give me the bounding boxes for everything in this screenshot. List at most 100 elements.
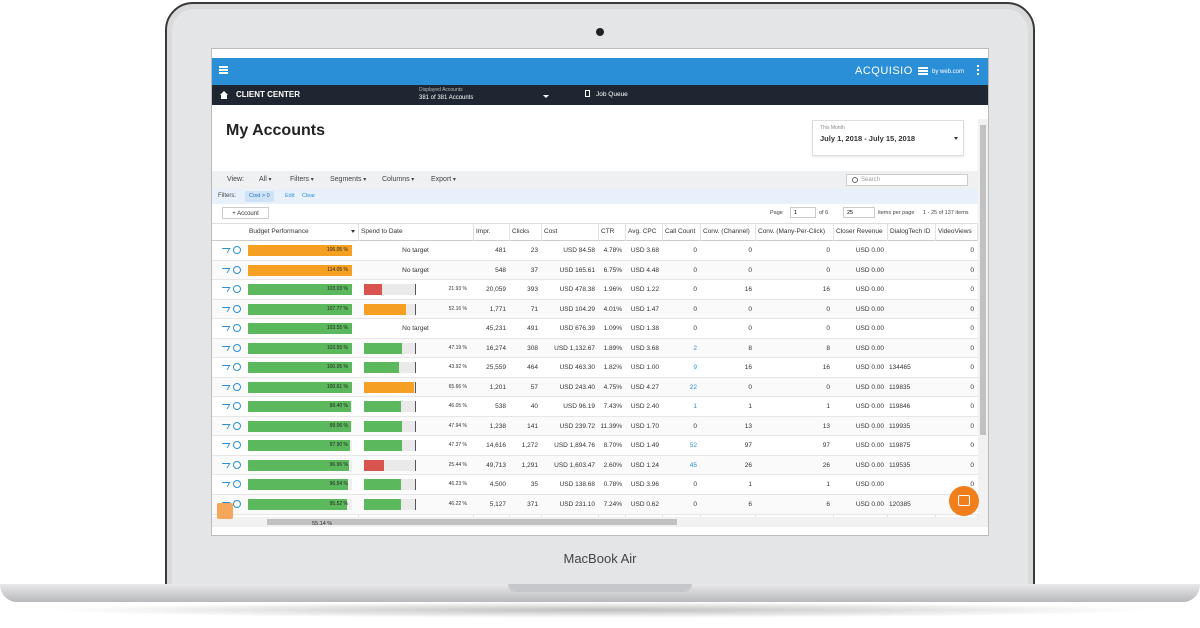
- column-header[interactable]: Impr.: [476, 228, 491, 235]
- budget-bar: [248, 381, 352, 393]
- account-icon[interactable]: [233, 480, 241, 489]
- table-cell: 0: [970, 442, 974, 450]
- toolbar-menu[interactable]: All: [259, 176, 271, 183]
- menu-icon[interactable]: [219, 66, 228, 68]
- toolbar-menu[interactable]: Filters: [290, 176, 314, 183]
- accounts-table: Budget Performance Spend to Date Impr. Clic…: [212, 223, 978, 517]
- toolbar-menu[interactable]: Segments: [330, 176, 366, 183]
- column-header[interactable]: Spend to Date: [361, 228, 403, 235]
- account-icon[interactable]: [233, 304, 241, 313]
- table-cell: 0: [748, 266, 752, 274]
- page-input[interactable]: 1: [790, 207, 816, 218]
- more-icon[interactable]: [977, 65, 979, 67]
- table-cell: 119935: [889, 422, 911, 430]
- table-cell: USD 0.00: [855, 344, 884, 352]
- table-cell: 0: [826, 247, 830, 254]
- chat-icon: [958, 495, 970, 506]
- brand: ACQUISIO: [855, 65, 913, 77]
- budget-bar: [248, 303, 352, 315]
- column-header[interactable]: DialogTech ID: [890, 228, 931, 235]
- table-cell: USD 0.00: [855, 364, 884, 372]
- table-cell: 7.43%: [603, 403, 622, 411]
- account-icon[interactable]: [233, 246, 241, 254]
- job-queue[interactable]: Job Queue: [596, 91, 628, 98]
- table-cell: 0: [826, 383, 830, 391]
- table-row: [212, 319, 978, 339]
- budget-label: 99.06 %: [329, 422, 348, 429]
- budget-label: 103.03 %: [326, 286, 348, 293]
- budget-label: 99.40 %: [329, 403, 348, 410]
- account-icon[interactable]: [233, 343, 241, 352]
- search-box[interactable]: Search: [846, 174, 968, 186]
- account-icon[interactable]: [233, 402, 241, 411]
- laptop-notch: [508, 584, 692, 592]
- table-cell: USD 1,132.67: [554, 344, 595, 352]
- table-cell: 23: [530, 247, 538, 254]
- spend-label: 47.37 %: [448, 442, 467, 449]
- column-header[interactable]: Avg. CPC: [628, 228, 657, 235]
- nav-title[interactable]: CLIENT CENTER: [236, 90, 300, 99]
- table-cell: 1: [748, 403, 752, 411]
- table-cell: 0: [970, 286, 974, 294]
- column-header[interactable]: Budget Performance: [249, 228, 309, 235]
- account-icon[interactable]: [233, 285, 241, 294]
- table-cell: USD 0.00: [855, 403, 884, 411]
- table-cell: USD 1.47: [630, 305, 659, 313]
- table-cell: 11.39%: [600, 422, 622, 430]
- vertical-scrollbar[interactable]: [978, 119, 988, 527]
- column-header[interactable]: Closer Revenue: [836, 228, 883, 235]
- table-cell: USD 1.24: [630, 461, 659, 469]
- table-cell: 119846: [889, 403, 911, 411]
- home-icon[interactable]: [220, 91, 228, 95]
- account-icon[interactable]: [233, 265, 241, 274]
- table-cell: 0: [693, 266, 697, 274]
- account-icon[interactable]: [233, 363, 241, 372]
- account-icon[interactable]: [233, 382, 241, 391]
- chat-button[interactable]: [949, 486, 979, 516]
- add-account-button[interactable]: + Account: [222, 207, 269, 219]
- column-header[interactable]: CTR: [601, 228, 615, 235]
- page-label: Page: [770, 210, 783, 216]
- table-cell: USD 0.00: [855, 286, 884, 294]
- per-page-select[interactable]: 25: [843, 207, 875, 218]
- table-cell: 40: [530, 403, 538, 411]
- filter-chip[interactable]: Cost > 0: [245, 191, 274, 202]
- date-picker[interactable]: This Month July 1, 2018 - July 15, 2018: [812, 120, 964, 156]
- table-cell: USD 0.00: [855, 247, 884, 254]
- table-cell: 0: [970, 305, 974, 313]
- column-header[interactable]: Conv. (Channel): [703, 228, 750, 235]
- spend-label: 52.16 %: [448, 305, 467, 312]
- table-cell: USD 0.00: [855, 422, 884, 430]
- filters-label: Filters:: [218, 193, 236, 199]
- table-cell: 8: [826, 344, 830, 352]
- toolbar-menu[interactable]: Export: [431, 176, 456, 183]
- job-queue-icon: [585, 90, 590, 97]
- column-header[interactable]: Clicks: [512, 228, 530, 235]
- scroll-thumb-h[interactable]: [267, 519, 677, 525]
- column-header[interactable]: Call Count: [665, 228, 696, 235]
- filter-edit[interactable]: Edit: [285, 193, 295, 199]
- scroll-thumb[interactable]: [980, 125, 986, 435]
- account-icon[interactable]: [233, 441, 241, 450]
- account-icon[interactable]: [233, 324, 241, 333]
- table-cell: 1,238: [489, 422, 506, 430]
- table-cell: USD 231.10: [559, 501, 595, 509]
- help-button[interactable]: [217, 503, 233, 519]
- toolbar-menu[interactable]: Columns: [382, 176, 414, 183]
- budget-label: 114.05 %: [327, 266, 348, 273]
- filter-clear[interactable]: Clear: [302, 193, 316, 199]
- account-icon[interactable]: [233, 421, 241, 430]
- horizontal-scrollbar[interactable]: [212, 517, 978, 527]
- table-cell: 14,616: [486, 442, 506, 450]
- account-icon[interactable]: [233, 500, 241, 509]
- column-header[interactable]: Cost: [544, 228, 558, 235]
- budget-label: 103.55 %: [326, 344, 348, 351]
- table-row: [212, 241, 978, 261]
- table-cell: 37: [530, 266, 538, 274]
- table-cell: USD 1.00: [630, 364, 659, 372]
- account-icon[interactable]: [233, 460, 241, 469]
- spend-bar: [364, 284, 382, 296]
- accounts-value[interactable]: 381 of 381 Accounts: [419, 95, 474, 101]
- column-header[interactable]: VideoViews: [938, 228, 972, 235]
- column-header[interactable]: Conv. (Many-Per-Click): [758, 228, 826, 235]
